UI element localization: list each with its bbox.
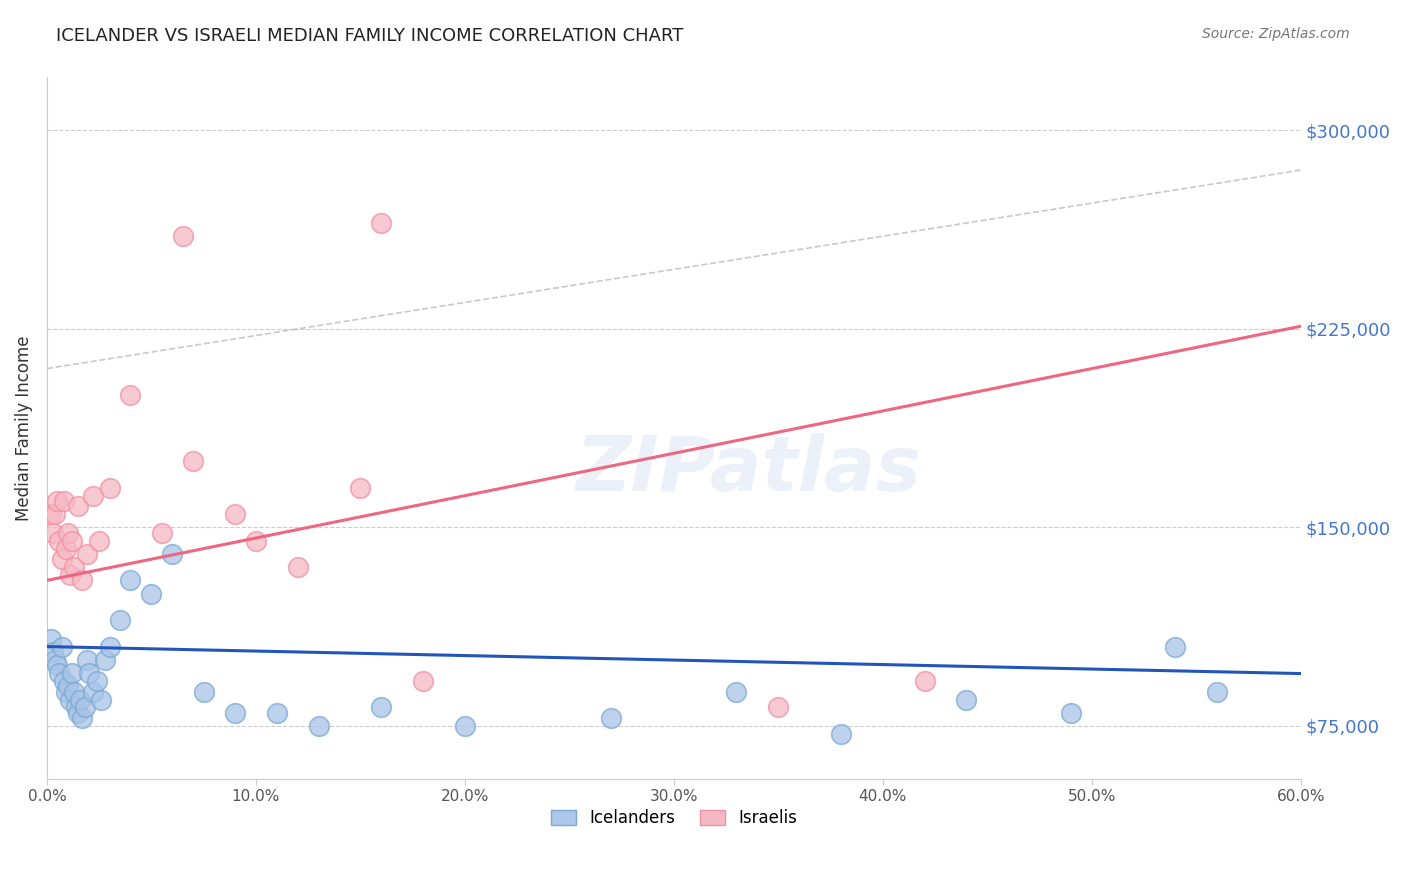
Point [42, 645, 65, 659]
Point [42, 525, 65, 540]
Point [287, 560, 309, 574]
Point [73, 700, 96, 714]
Point [914, 673, 936, 688]
Point [150, 525, 173, 540]
Point [67, 500, 90, 514]
Point [56, 679, 79, 693]
Point [308, 719, 330, 733]
Point [1060, 706, 1083, 720]
Point [65, 700, 87, 714]
Point [141, 586, 163, 600]
Point [454, 719, 477, 733]
Point [60, 533, 83, 548]
Point [830, 727, 852, 741]
Point [181, 454, 204, 468]
Point [349, 481, 371, 495]
Point [245, 533, 267, 548]
Point [90, 692, 112, 706]
Point [94, 653, 117, 667]
Point [63, 560, 86, 574]
Point [1164, 640, 1187, 654]
Point [725, 684, 748, 698]
Point [55, 684, 77, 698]
Point [172, 229, 194, 244]
Point [39, 632, 62, 646]
Point [98, 640, 121, 654]
Y-axis label: Median Family Income: Median Family Income [15, 335, 32, 521]
Point [63, 684, 86, 698]
Point [72, 574, 94, 588]
Point [52, 494, 75, 508]
Point [46, 658, 69, 673]
Point [768, 700, 790, 714]
Point [224, 706, 246, 720]
Point [120, 574, 142, 588]
Point [51, 552, 73, 566]
Point [44, 653, 66, 667]
Point [48, 533, 70, 548]
Point [266, 706, 288, 720]
Point [955, 692, 977, 706]
Point [55, 541, 77, 556]
Point [600, 711, 623, 725]
Point [162, 547, 184, 561]
Point [76, 547, 98, 561]
Point [48, 666, 70, 681]
Point [98, 481, 121, 495]
Legend: Icelanders, Israelis: Icelanders, Israelis [544, 803, 804, 834]
Point [60, 666, 83, 681]
Point [89, 533, 111, 548]
Point [39, 507, 62, 521]
Point [370, 700, 392, 714]
Point [44, 507, 66, 521]
Point [412, 673, 434, 688]
Point [224, 507, 246, 521]
Point [370, 216, 392, 230]
Point [1206, 684, 1229, 698]
Point [52, 673, 75, 688]
Point [51, 640, 73, 654]
Point [69, 692, 91, 706]
Point [120, 388, 142, 402]
Point [82, 489, 104, 503]
Text: ICELANDER VS ISRAELI MEDIAN FAMILY INCOME CORRELATION CHART: ICELANDER VS ISRAELI MEDIAN FAMILY INCOM… [56, 27, 683, 45]
Point [82, 684, 104, 698]
Point [59, 568, 82, 582]
Point [59, 692, 82, 706]
Point [108, 613, 131, 627]
Point [77, 666, 100, 681]
Point [46, 494, 69, 508]
Point [86, 673, 108, 688]
Point [193, 684, 215, 698]
Text: Source: ZipAtlas.com: Source: ZipAtlas.com [1202, 27, 1350, 41]
Text: ZIPatlas: ZIPatlas [576, 434, 922, 508]
Point [56, 525, 79, 540]
Point [72, 711, 94, 725]
Point [67, 706, 90, 720]
Point [76, 653, 98, 667]
